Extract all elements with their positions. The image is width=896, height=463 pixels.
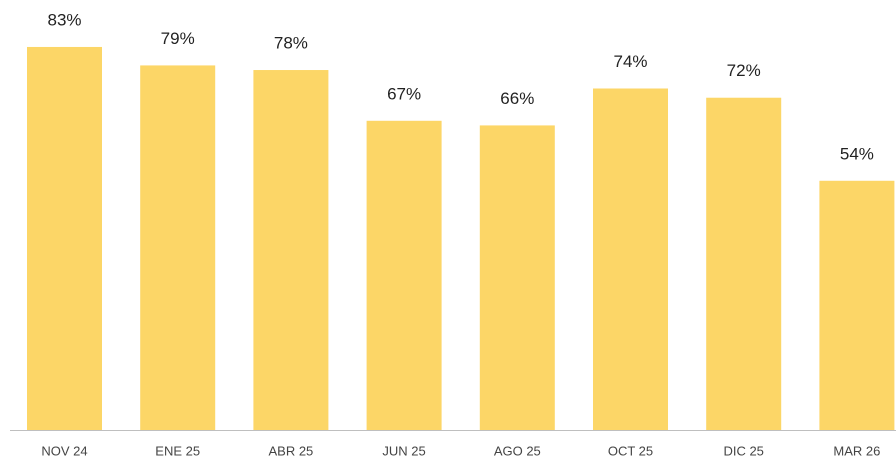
x-tick-label: MAR 26 bbox=[833, 443, 880, 458]
data-label: 83% bbox=[47, 10, 81, 29]
bar bbox=[593, 88, 668, 431]
data-label: 79% bbox=[161, 29, 195, 48]
bar bbox=[140, 65, 216, 430]
x-tick-label: NOV 24 bbox=[41, 443, 87, 458]
data-label: 67% bbox=[387, 84, 421, 103]
data-label: 54% bbox=[840, 144, 874, 163]
bar bbox=[366, 120, 442, 431]
data-label: 78% bbox=[274, 34, 308, 53]
x-tick-label: ABR 25 bbox=[268, 443, 313, 458]
data-label: 74% bbox=[613, 52, 647, 71]
bar bbox=[253, 70, 329, 430]
bar bbox=[819, 180, 895, 430]
x-tick-label: AGO 25 bbox=[494, 443, 541, 458]
x-tick-label: DIC 25 bbox=[723, 443, 763, 458]
x-tick-label: OCT 25 bbox=[608, 443, 653, 458]
bar bbox=[479, 125, 555, 430]
bar bbox=[27, 46, 102, 431]
x-tick-label: JUN 25 bbox=[382, 443, 425, 458]
x-tick-label: ENE 25 bbox=[155, 443, 200, 458]
data-label: 72% bbox=[727, 61, 761, 80]
bar bbox=[706, 97, 782, 430]
data-label: 66% bbox=[500, 89, 534, 108]
